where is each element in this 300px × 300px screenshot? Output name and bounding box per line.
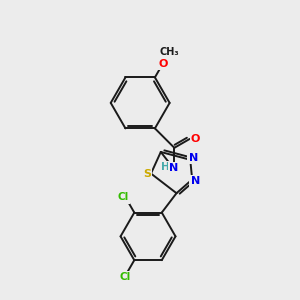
Text: N: N — [190, 176, 200, 186]
Text: O: O — [191, 134, 200, 144]
Text: Cl: Cl — [120, 272, 131, 282]
Text: N: N — [189, 153, 198, 163]
Text: O: O — [158, 59, 167, 69]
Text: H: H — [161, 163, 170, 172]
Text: CH₃: CH₃ — [160, 47, 179, 57]
Text: N: N — [169, 164, 178, 173]
Text: S: S — [143, 169, 151, 178]
Text: Cl: Cl — [118, 192, 129, 202]
